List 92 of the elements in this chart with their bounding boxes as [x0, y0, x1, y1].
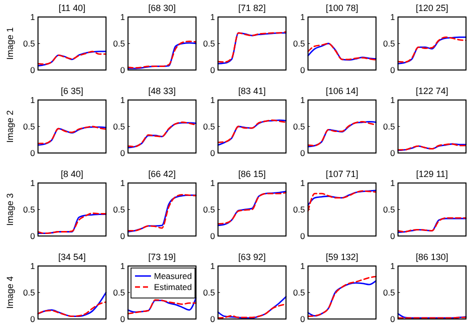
chart-title: [6 35] — [60, 86, 84, 96]
y-tick-label: 0 — [300, 314, 306, 324]
line-series — [37, 301, 107, 318]
y-tick-label: 0.5 — [293, 204, 306, 214]
y-tick-label: 0 — [300, 148, 306, 158]
y-axis-title: Image 2 — [5, 110, 15, 143]
y-tick-label: 0 — [120, 314, 126, 324]
y-tick-label: 0.5 — [203, 204, 216, 214]
y-tick-label: 1 — [210, 178, 216, 188]
y-tick-label: 0 — [120, 231, 126, 241]
y-tick-label: 0 — [390, 148, 396, 158]
chart-title: [48 33] — [148, 86, 176, 96]
y-tick-label: 1 — [390, 178, 396, 188]
chart-title: [107 71] — [326, 169, 358, 179]
y-tick-label: 0 — [390, 231, 396, 241]
line-series — [307, 190, 377, 206]
y-tick-label: 0.5 — [383, 38, 396, 48]
y-axis-title: Image 3 — [5, 193, 15, 226]
y-tick-label: 0.5 — [113, 38, 126, 48]
y-axis-title: Image 1 — [5, 27, 15, 60]
y-tick-label: 0.5 — [113, 204, 126, 214]
y-tick-label: 1 — [210, 95, 216, 105]
y-tick-label: 0 — [300, 231, 306, 241]
y-tick-label: 0.5 — [293, 288, 306, 298]
y-tick-label: 1 — [120, 261, 126, 271]
chart-title: [86 15] — [238, 169, 266, 179]
y-tick-label: 0.5 — [203, 288, 216, 298]
line-series — [217, 303, 287, 319]
y-tick-label: 1 — [120, 12, 126, 22]
y-tick-label: 1 — [300, 261, 306, 271]
y-tick-label: 0.5 — [203, 122, 216, 132]
chart-title: [73 19] — [148, 252, 176, 262]
chart-title: [34 54] — [58, 252, 86, 262]
chart-title: [86 130] — [416, 252, 448, 262]
chart-title: [63 92] — [238, 252, 266, 262]
legend-label: Estimated — [154, 282, 192, 292]
y-tick-label: 0 — [120, 65, 126, 75]
line-series — [307, 42, 377, 61]
y-tick-label: 0.5 — [113, 122, 126, 132]
y-tick-label: 0 — [30, 148, 36, 158]
y-tick-label: 0.5 — [23, 38, 36, 48]
y-tick-label: 1 — [120, 95, 126, 105]
y-tick-label: 1 — [390, 261, 396, 271]
y-tick-label: 1 — [30, 12, 36, 22]
y-tick-label: 0 — [390, 314, 396, 324]
chart-title: [129 11] — [416, 169, 448, 179]
y-tick-label: 1 — [300, 178, 306, 188]
y-tick-label: 1 — [30, 261, 36, 271]
chart-title: [106 14] — [326, 86, 358, 96]
y-tick-label: 1 — [300, 12, 306, 22]
chart-title: [100 78] — [326, 3, 358, 13]
chart-title: [120 25] — [416, 3, 448, 13]
y-tick-label: 0.5 — [293, 122, 306, 132]
line-series — [217, 296, 287, 319]
chart-title: [8 40] — [60, 169, 84, 179]
y-tick-label: 0 — [210, 231, 216, 241]
y-tick-label: 0 — [30, 65, 36, 75]
y-tick-label: 0.5 — [383, 122, 396, 132]
y-tick-label: 0 — [210, 148, 216, 158]
y-tick-label: 0.5 — [113, 288, 126, 298]
line-series — [307, 190, 377, 212]
y-tick-label: 0.5 — [23, 204, 36, 214]
chart-title: [68 30] — [148, 3, 176, 13]
y-tick-label: 0 — [120, 148, 126, 158]
y-tick-label: 1 — [210, 261, 216, 271]
chart-title: [11 40] — [58, 3, 86, 13]
y-tick-label: 0.5 — [23, 122, 36, 132]
y-tick-label: 1 — [210, 12, 216, 22]
y-tick-label: 1 — [30, 178, 36, 188]
y-axis-title: Image 4 — [5, 276, 15, 309]
chart-title: [66 42] — [148, 169, 176, 179]
y-tick-label: 0.5 — [383, 204, 396, 214]
y-tick-label: 1 — [30, 95, 36, 105]
y-tick-label: 0 — [210, 314, 216, 324]
chart-title: [122 74] — [416, 86, 448, 96]
y-tick-label: 1 — [390, 95, 396, 105]
y-tick-label: 0.5 — [203, 38, 216, 48]
y-tick-label: 1 — [300, 95, 306, 105]
y-tick-label: 0.5 — [293, 38, 306, 48]
y-tick-label: 0 — [210, 65, 216, 75]
y-tick-label: 1 — [120, 178, 126, 188]
y-tick-label: 1 — [390, 12, 396, 22]
legend-label: Measured — [154, 271, 192, 281]
chart-title: [83 41] — [238, 86, 266, 96]
y-tick-label: 0 — [30, 231, 36, 241]
y-tick-label: 0 — [30, 314, 36, 324]
y-tick-label: 0 — [300, 65, 306, 75]
y-tick-label: 0 — [390, 65, 396, 75]
y-tick-label: 0.5 — [383, 288, 396, 298]
chart-title: [71 82] — [238, 3, 266, 13]
chart-title: [59 132] — [326, 252, 358, 262]
y-tick-label: 0.5 — [23, 288, 36, 298]
